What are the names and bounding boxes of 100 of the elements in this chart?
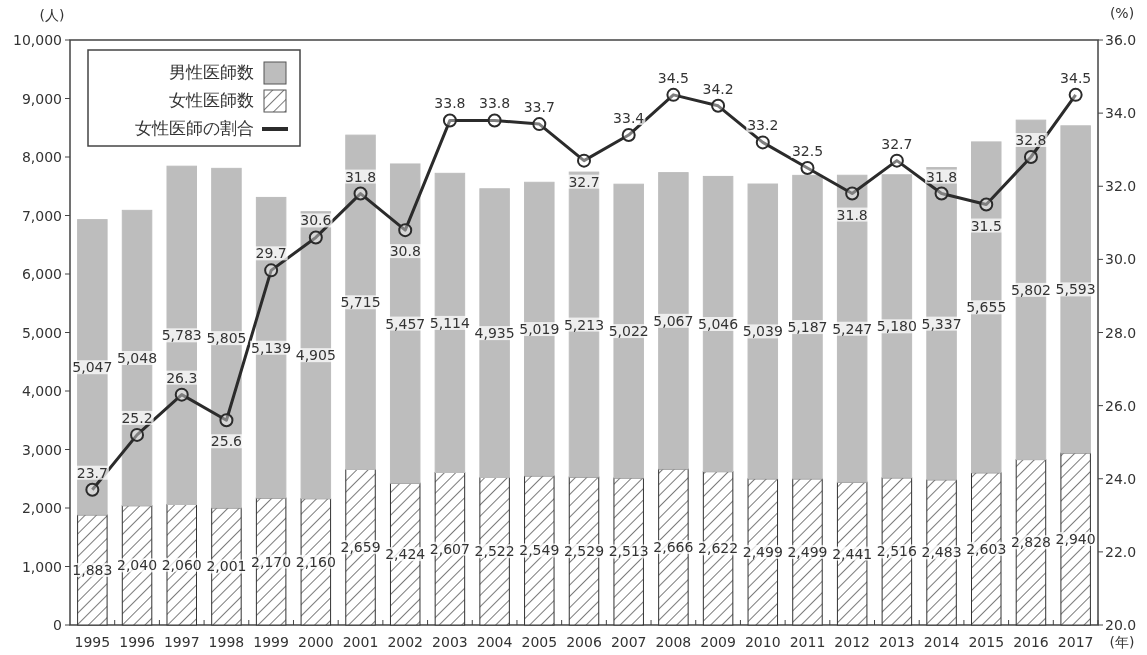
y-tick-label: 1,000: [21, 558, 62, 575]
data-label: 1,883: [72, 561, 113, 578]
data-label: 2,513: [608, 543, 649, 560]
x-tick-label: 2013: [879, 634, 915, 650]
data-label: 5,019: [519, 321, 560, 338]
data-label: 33.4: [613, 110, 645, 127]
data-label: 2,170: [251, 553, 292, 570]
data-label: 32.7: [881, 135, 913, 152]
data-label: 25.6: [210, 433, 243, 450]
data-label: 5,180: [876, 318, 917, 335]
x-tick-label: 2007: [610, 634, 647, 650]
data-label: 2,001: [206, 558, 247, 575]
data-label: 5,047: [72, 359, 113, 376]
legend-label: 女性医師数: [169, 90, 254, 110]
point: [1023, 150, 1038, 164]
x-tick-label: 2017: [1057, 634, 1094, 650]
y2-tick-label: 32.0: [1105, 178, 1137, 195]
point: [174, 387, 189, 402]
data-label: 2,522: [474, 543, 515, 560]
data-label: 32.8: [1015, 132, 1047, 148]
point: [621, 128, 636, 143]
data-label: 31.8: [344, 168, 377, 185]
y-tick-label: 7,000: [21, 207, 62, 224]
data-label: 2,483: [921, 544, 962, 561]
data-label: 5,247: [832, 320, 873, 337]
data-label: 2,607: [429, 540, 470, 557]
x-tick-label: 1999: [253, 634, 289, 650]
data-label: 34.5: [1060, 69, 1092, 86]
y2-tick-label: 26.0: [1105, 397, 1137, 414]
data-label: 5,022: [608, 323, 649, 340]
point: [219, 413, 234, 428]
data-label: 33.8: [434, 95, 466, 112]
x-tick-label: 2003: [432, 634, 468, 650]
data-label: 29.7: [255, 245, 287, 262]
legend-label: 女性医師の割合: [135, 118, 254, 138]
x-tick-label: 2014: [923, 634, 960, 650]
data-label: 2,040: [117, 557, 158, 574]
point: [130, 427, 145, 442]
x-axis-title: (年): [1109, 634, 1135, 650]
data-label: 2,622: [698, 540, 739, 557]
data-label: 2,499: [742, 543, 783, 560]
data-label: 32.7: [568, 173, 600, 190]
point: [398, 223, 413, 238]
data-label: 5,048: [117, 350, 158, 367]
point: [666, 87, 681, 102]
point: [442, 113, 457, 128]
x-tick-label: 2006: [566, 634, 602, 650]
point: [577, 153, 591, 168]
data-label: 34.2: [702, 80, 734, 97]
point: [889, 153, 904, 168]
data-label: 4,935: [474, 325, 515, 342]
data-label: 5,783: [161, 327, 202, 344]
data-label: 5,655: [966, 299, 1007, 316]
x-tick-label: 2004: [476, 634, 513, 650]
data-label: 33.8: [479, 95, 511, 112]
y-tick-label: 5,000: [21, 324, 62, 341]
x-tick-label: 2010: [744, 634, 781, 650]
data-label: 5,139: [251, 339, 292, 356]
y2-axis-title: (%): [1109, 5, 1135, 21]
data-label: 25.2: [121, 409, 153, 426]
x-tick-label: 2001: [342, 634, 379, 650]
point: [711, 98, 726, 113]
y2-tick-label: 36.0: [1105, 32, 1137, 48]
data-label: 2,160: [295, 553, 336, 570]
x-tick-label: 2008: [655, 634, 692, 650]
x-tick-label: 1998: [208, 634, 245, 650]
data-label: 33.7: [523, 99, 555, 116]
y-tick-label: 0: [53, 617, 62, 633]
point: [934, 186, 949, 201]
data-label: 5,213: [563, 316, 605, 333]
point: [85, 482, 100, 497]
data-label: 5,046: [698, 316, 739, 333]
y2-tick-label: 20.0: [1105, 617, 1137, 633]
data-label: 34.5: [657, 69, 689, 86]
data-label: 2,424: [385, 546, 426, 563]
data-label: 2,499: [787, 543, 828, 560]
x-tick-label: 2000: [298, 634, 334, 650]
point: [532, 117, 547, 132]
data-label: 2,060: [161, 556, 202, 573]
data-label: 31.8: [836, 206, 868, 223]
data-label: 5,457: [385, 315, 426, 332]
x-tick-label: 1997: [163, 634, 200, 650]
data-label: 2,940: [1055, 531, 1096, 548]
y2-tick-label: 24.0: [1105, 470, 1137, 487]
y-axis-title: (人): [39, 7, 65, 23]
data-label: 2,529: [563, 543, 605, 560]
y-tick-label: 6,000: [21, 266, 62, 282]
data-label: 2,441: [832, 545, 873, 562]
data-label: 2,549: [519, 542, 560, 559]
data-label: 31.5: [970, 217, 1002, 234]
point: [845, 186, 860, 201]
y2-tick-label: 34.0: [1105, 105, 1137, 122]
data-label: 30.8: [389, 243, 421, 260]
data-label: 5,715: [340, 294, 381, 311]
x-tick-label: 2002: [387, 634, 424, 650]
data-label: 31.8: [925, 168, 958, 185]
y-tick-label: 10,000: [13, 32, 62, 48]
data-label: 30.6: [300, 212, 332, 229]
point: [264, 263, 279, 278]
y-tick-label: 3,000: [21, 441, 62, 458]
